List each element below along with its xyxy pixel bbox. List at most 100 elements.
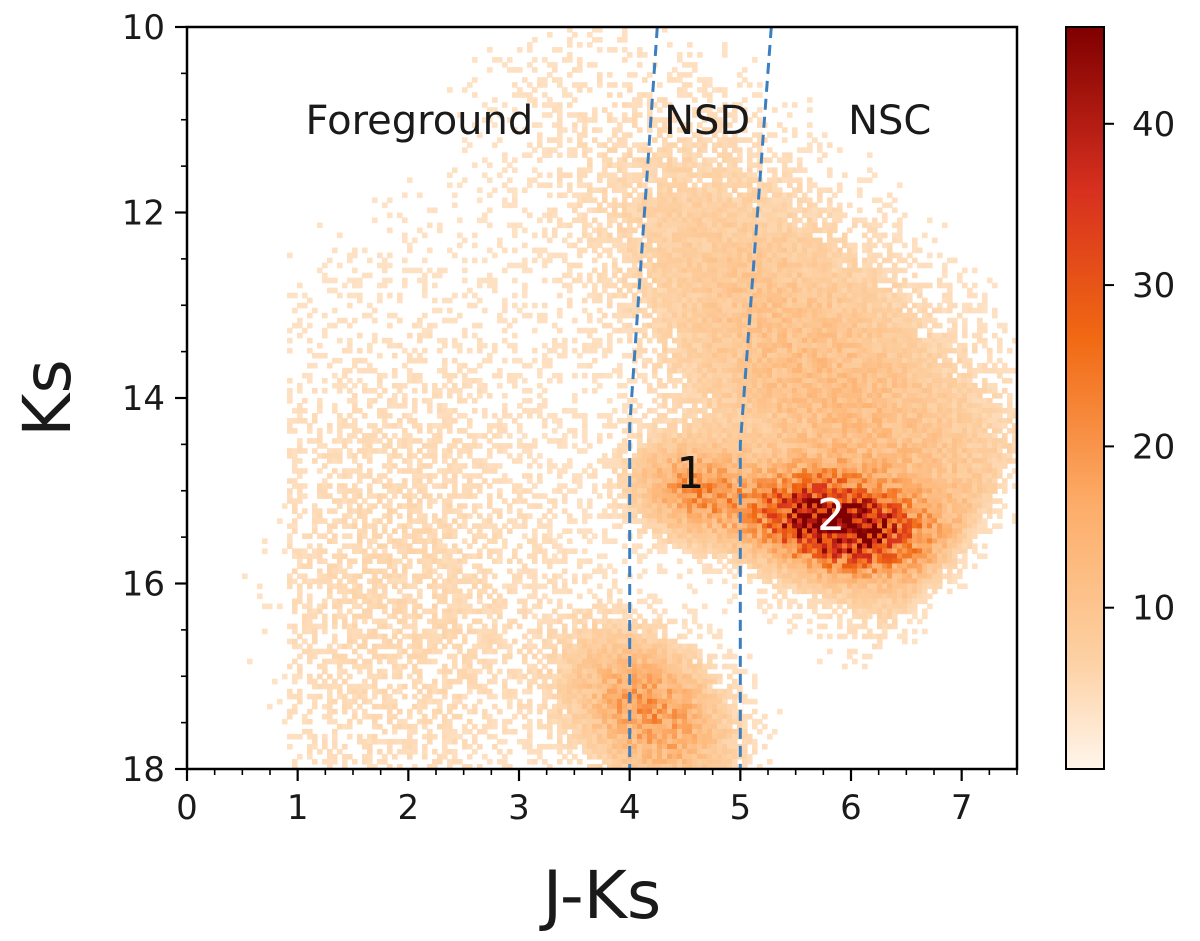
heatmap-cell	[572, 127, 578, 133]
heatmap-cell	[887, 367, 893, 374]
heatmap-cell	[652, 197, 658, 204]
heatmap-cell	[827, 227, 833, 234]
heatmap-cell	[617, 337, 623, 344]
heatmap-cell	[627, 413, 633, 419]
heatmap-cell	[847, 433, 853, 439]
heatmap-cell	[767, 257, 773, 264]
heatmap-cell	[767, 398, 773, 404]
heatmap-cell	[787, 337, 793, 344]
heatmap-cell	[852, 272, 858, 279]
heatmap-cell	[737, 207, 743, 214]
heatmap-cell	[682, 302, 688, 309]
heatmap-cell	[492, 342, 498, 349]
heatmap-cell	[982, 413, 988, 419]
heatmap-cell	[677, 77, 683, 83]
heatmap-cell	[692, 232, 698, 239]
heatmap-cell	[962, 307, 968, 314]
heatmap-cell	[707, 448, 713, 454]
heatmap-cell	[662, 127, 668, 133]
heatmap-cell	[752, 252, 758, 259]
heatmap-cell	[702, 82, 708, 88]
heatmap-cell	[772, 453, 778, 459]
heatmap-cell	[482, 217, 488, 224]
heatmap-cell	[807, 448, 813, 454]
heatmap-cell	[577, 277, 583, 284]
heatmap-cell	[457, 398, 463, 404]
heatmap-cell	[802, 357, 808, 364]
heatmap-cell	[642, 197, 648, 204]
heatmap-cell	[532, 327, 538, 334]
heatmap-cell	[787, 302, 793, 309]
heatmap-cell	[687, 362, 693, 369]
heatmap-cell	[922, 367, 928, 374]
heatmap-cell	[707, 167, 713, 173]
heatmap-cell	[527, 42, 533, 48]
heatmap-cell	[842, 382, 848, 389]
heatmap-cell	[847, 282, 853, 289]
heatmap-cell	[737, 317, 743, 324]
heatmap-cell	[572, 82, 578, 88]
heatmap-cell	[692, 357, 698, 364]
heatmap-cell	[827, 322, 833, 329]
heatmap-cell	[857, 433, 863, 439]
heatmap-cell	[957, 403, 963, 409]
heatmap-cell	[817, 377, 823, 384]
heatmap-cell	[937, 403, 943, 409]
heatmap-cell	[732, 157, 738, 163]
heatmap-cell	[367, 347, 373, 354]
heatmap-cell	[727, 172, 733, 178]
heatmap-cell	[947, 448, 953, 454]
heatmap-cell	[567, 282, 573, 289]
heatmap-cell	[837, 423, 843, 429]
heatmap-cell	[467, 433, 473, 439]
heatmap-cell	[682, 357, 688, 364]
heatmap-cell	[592, 112, 598, 118]
heatmap-cell	[832, 307, 838, 314]
heatmap-cell	[352, 247, 358, 254]
heatmap-cell	[307, 337, 313, 344]
heatmap-cell	[387, 413, 393, 419]
heatmap-cell	[952, 257, 958, 264]
heatmap-cell	[752, 267, 758, 274]
heatmap-cell	[712, 322, 718, 329]
heatmap-cell	[777, 357, 783, 364]
heatmap-cell	[897, 267, 903, 274]
heatmap-cell	[632, 398, 638, 404]
heatmap-cell	[782, 172, 788, 178]
heatmap-cell	[637, 157, 643, 163]
heatmap-cell	[872, 172, 878, 178]
heatmap-cell	[947, 367, 953, 374]
heatmap-cell	[977, 387, 983, 394]
heatmap-cell	[682, 267, 688, 274]
heatmap-cell	[622, 197, 628, 204]
heatmap-cell	[722, 182, 728, 189]
heatmap-cell	[747, 262, 753, 269]
heatmap-cell	[442, 408, 448, 414]
heatmap-cell	[822, 277, 828, 284]
heatmap-cell	[772, 252, 778, 259]
heatmap-cell	[727, 408, 733, 414]
heatmap-cell	[827, 357, 833, 364]
heatmap-cell	[657, 272, 663, 279]
heatmap-cell	[652, 177, 658, 184]
heatmap-cell	[487, 177, 493, 184]
heatmap-cell	[662, 217, 668, 224]
heatmap-cell	[752, 392, 758, 399]
heatmap-cell	[847, 252, 853, 259]
heatmap-cell	[592, 247, 598, 254]
heatmap-cell	[962, 302, 968, 309]
heatmap-cell	[352, 398, 358, 404]
heatmap-cell	[367, 423, 373, 429]
heatmap-cell	[912, 362, 918, 369]
heatmap-cell	[917, 337, 923, 344]
heatmap-cell	[742, 257, 748, 264]
heatmap-cell	[532, 122, 538, 128]
heatmap-cell	[772, 443, 778, 449]
heatmap-cell	[832, 267, 838, 274]
heatmap-cell	[892, 307, 898, 314]
heatmap-cell	[672, 347, 678, 354]
heatmap-cell	[617, 227, 623, 234]
heatmap-cell	[747, 177, 753, 184]
heatmap-cell	[942, 428, 948, 434]
heatmap-cell	[987, 438, 993, 444]
